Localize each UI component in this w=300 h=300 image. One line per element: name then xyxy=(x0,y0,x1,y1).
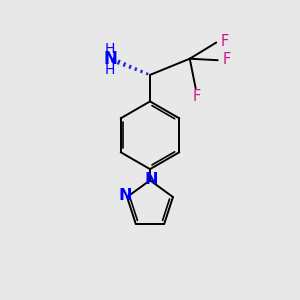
Text: N: N xyxy=(103,50,117,68)
Text: F: F xyxy=(193,89,201,104)
Text: F: F xyxy=(222,52,231,68)
Text: N: N xyxy=(119,188,132,203)
Text: H: H xyxy=(105,42,116,56)
Text: H: H xyxy=(105,63,116,77)
Text: N: N xyxy=(145,172,158,187)
Text: F: F xyxy=(220,34,229,50)
